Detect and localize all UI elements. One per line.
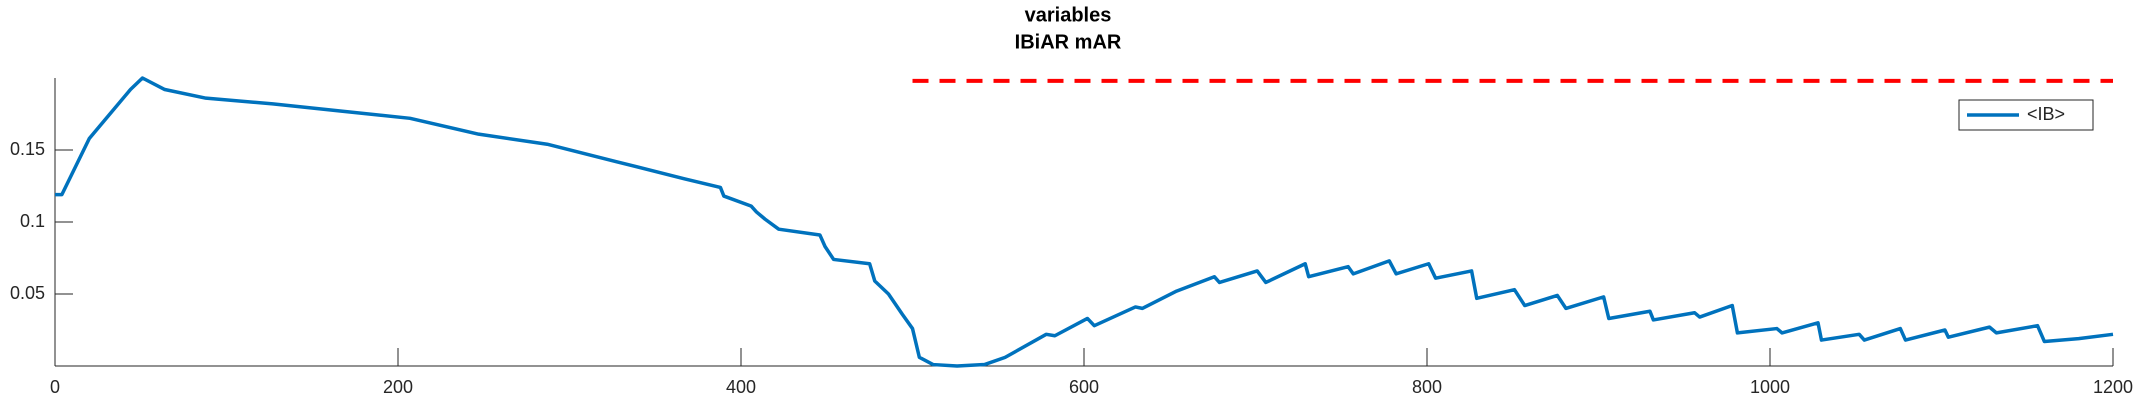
x-tick-label: 1000 xyxy=(1750,377,1790,397)
chart-title: IBiAR mAR xyxy=(1015,31,1122,53)
y-tick-label: 0.15 xyxy=(10,139,45,159)
y-tick-label: 0.1 xyxy=(20,211,45,231)
data-line xyxy=(55,76,2114,368)
y-tick-label: 0.05 xyxy=(10,283,45,303)
x-tick-label: 400 xyxy=(726,377,756,397)
chart-title: variables xyxy=(1025,4,1112,26)
x-tick-label: 600 xyxy=(1069,377,1099,397)
x-tick-label: 0 xyxy=(50,377,60,397)
legend-label: <IB> xyxy=(2027,104,2065,124)
x-tick-label: 1200 xyxy=(2093,377,2133,397)
x-tick-label: 800 xyxy=(1412,377,1442,397)
x-tick-label: 200 xyxy=(383,377,413,397)
